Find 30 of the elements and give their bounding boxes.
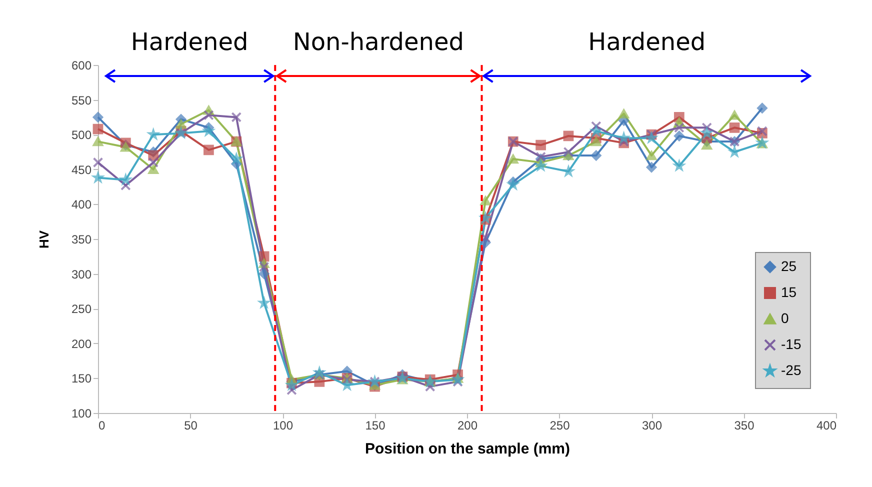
- x-tick-label: 50: [184, 418, 198, 432]
- x-tick-label: 0: [98, 418, 106, 432]
- y-tick-label: 250: [71, 302, 92, 316]
- x-tick-label: 350: [734, 418, 755, 432]
- legend-label: -15: [781, 336, 802, 352]
- x-tick-label: 400: [816, 418, 837, 432]
- legend-label: 0: [781, 310, 789, 326]
- x-axis-title: Position on the sample (mm): [364, 440, 570, 458]
- legend-label: 15: [781, 284, 797, 300]
- text: Hardened: [130, 28, 248, 56]
- legend-label: -25: [781, 362, 802, 378]
- y-tick-label: 200: [71, 336, 92, 351]
- legend-label: 25: [781, 258, 797, 274]
- y-tick-label: 100: [71, 406, 92, 420]
- y-axis-title: HV: [36, 230, 52, 249]
- text: Non-hardened: [292, 28, 464, 56]
- x-tick-label: 250: [550, 418, 570, 432]
- y-tick-label: 600: [71, 58, 92, 72]
- y-tick-label: 500: [71, 128, 92, 142]
- y-tick-label: 300: [71, 267, 92, 282]
- y-tick-label: 450: [71, 162, 92, 177]
- x-tick-label: 150: [365, 418, 386, 432]
- y-tick-label: 400: [71, 198, 92, 212]
- y-tick-label: 150: [71, 372, 92, 386]
- y-tick-label: 350: [71, 232, 92, 246]
- x-tick-label: 100: [272, 418, 294, 432]
- x-tick-label: 300: [642, 418, 662, 432]
- x-tick-label: 200: [457, 418, 478, 432]
- text: Hardened: [588, 28, 706, 56]
- y-tick-label: 550: [71, 93, 92, 108]
